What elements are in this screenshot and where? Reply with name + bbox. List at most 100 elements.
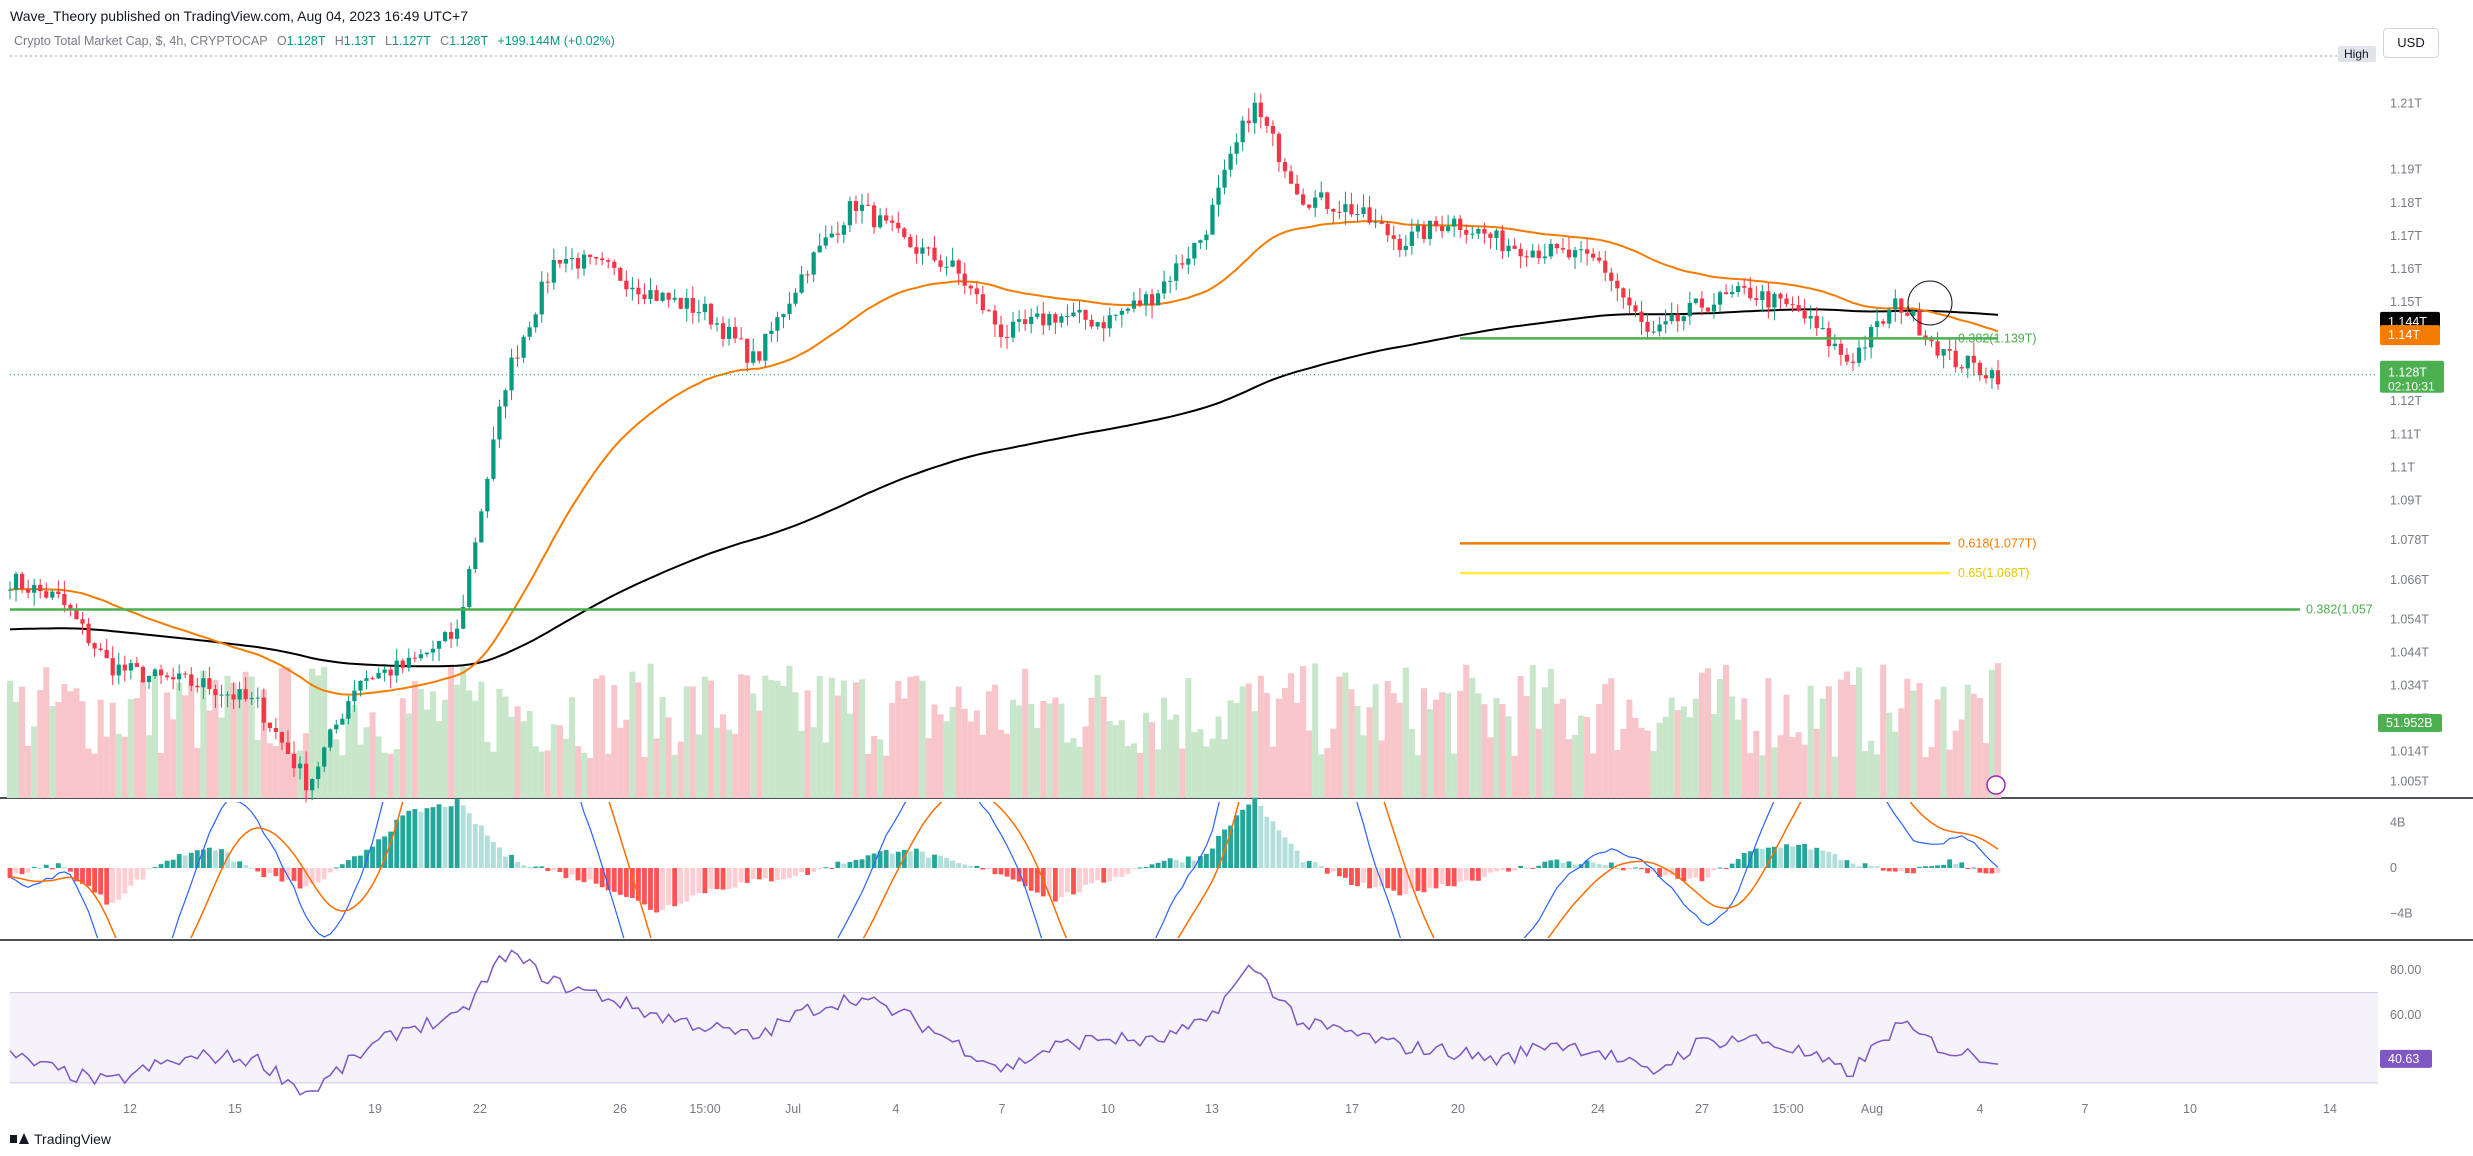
volume-bar (629, 671, 636, 798)
volume-bar (1330, 728, 1337, 798)
volume-bar (925, 738, 932, 798)
volume-bar (339, 755, 346, 798)
candle-body (303, 763, 309, 791)
candle-body (1403, 245, 1408, 250)
macd-histogram-bar (642, 868, 647, 905)
macd-histogram-bar (1802, 843, 1808, 868)
volume-bar (1064, 742, 1071, 798)
macd-histogram-bar (1294, 850, 1300, 868)
volume-bar (738, 674, 745, 798)
macd-histogram-bar (1663, 868, 1669, 876)
candle-body (231, 694, 236, 700)
volume-bar (574, 746, 582, 798)
macd-histogram-bar (1427, 868, 1433, 888)
macd-histogram-bar (68, 868, 73, 872)
volume-bar (1342, 672, 1349, 798)
candle-body (932, 247, 937, 261)
macd-histogram-bar (1917, 866, 1922, 868)
macd-histogram-bar (835, 861, 841, 868)
volume-bar (967, 721, 974, 798)
macd-histogram-bar (859, 859, 865, 868)
time-axis-tick: 13 (1205, 1102, 1219, 1116)
volume-bar (641, 756, 648, 798)
macd-histogram-bar (1796, 844, 1802, 868)
volume-bar (442, 699, 449, 798)
volume-bar (417, 688, 424, 798)
volume-bar (768, 680, 775, 798)
volume-bar (248, 676, 255, 798)
macd-histogram-bar (1107, 868, 1113, 882)
candle-body (1536, 250, 1541, 259)
macd-histogram-bar (358, 855, 363, 868)
macd-histogram-bar (134, 868, 140, 880)
volume-bar (1970, 693, 1977, 798)
price-axis-tick: 1.16T (2390, 262, 2422, 276)
macd-histogram-bar (261, 868, 267, 878)
candle-body (1856, 347, 1862, 363)
low-value: 1.127T (391, 34, 431, 48)
volume-bar (1741, 698, 1748, 798)
candle-body (793, 292, 798, 304)
volume-bar (1239, 686, 1246, 798)
volume-bar (1161, 697, 1168, 798)
candle-body (1282, 162, 1288, 172)
candle-body (418, 654, 424, 659)
candle-body (1053, 314, 1058, 323)
macd-histogram-bar (1113, 868, 1119, 877)
low-label: L (385, 34, 392, 48)
candle-body (291, 754, 297, 769)
volume-bar (623, 719, 630, 798)
candle-body (684, 298, 689, 309)
macd-histogram-bar (787, 868, 792, 879)
volume-bar (1457, 690, 1464, 798)
volume-bar (200, 670, 207, 798)
candle-body (68, 604, 73, 611)
volume-bar (792, 692, 799, 798)
volume-bar (1475, 693, 1482, 798)
candle-body (878, 215, 883, 228)
candle-body (527, 327, 532, 337)
candle-body (1796, 305, 1801, 311)
macd-histogram-bar (587, 868, 593, 880)
candle-body (1446, 226, 1451, 232)
volume-bar (1874, 754, 1881, 798)
current-price-tag-bg (2380, 360, 2444, 393)
candle-body (32, 584, 37, 593)
volume-bar (762, 675, 769, 798)
candle-body (956, 260, 961, 274)
volume-bar (1445, 693, 1452, 798)
currency-button[interactable]: USD (2383, 28, 2439, 58)
macd-histogram-bar (871, 853, 877, 868)
candle-body (841, 225, 846, 235)
candle-body (1639, 311, 1644, 322)
macd-histogram-bar (551, 868, 557, 871)
candle-body (1959, 367, 1964, 369)
volume-bar (913, 675, 920, 798)
candle-body (1294, 183, 1300, 195)
macd-histogram-bar (720, 868, 726, 890)
macd-histogram-bar (80, 868, 85, 884)
macd-histogram-bar (1119, 868, 1125, 877)
rsi-line (9, 949, 1999, 1096)
candle-body (1760, 291, 1765, 300)
volume-bar (1976, 698, 1983, 798)
volume-bar (1698, 672, 1705, 798)
volume-bar (1378, 740, 1385, 798)
macd-histogram-bar (732, 868, 738, 888)
macd-histogram-bar (672, 868, 678, 907)
candle-body (1687, 302, 1692, 317)
macd-histogram-bar (968, 865, 974, 868)
candle-body (189, 674, 194, 686)
macd-histogram-bar (962, 864, 968, 868)
macd-histogram-bar (1421, 868, 1427, 893)
candle-body (1349, 204, 1354, 215)
macd-histogram-bar (654, 868, 659, 913)
volume-bar (1831, 756, 1838, 798)
macd-histogram-bar (285, 868, 291, 880)
candle-body (690, 298, 695, 313)
macd-histogram-bar (490, 841, 496, 868)
volume-bar (1541, 687, 1548, 798)
macd-histogram-bar (1941, 864, 1947, 868)
candle-body (732, 326, 738, 339)
